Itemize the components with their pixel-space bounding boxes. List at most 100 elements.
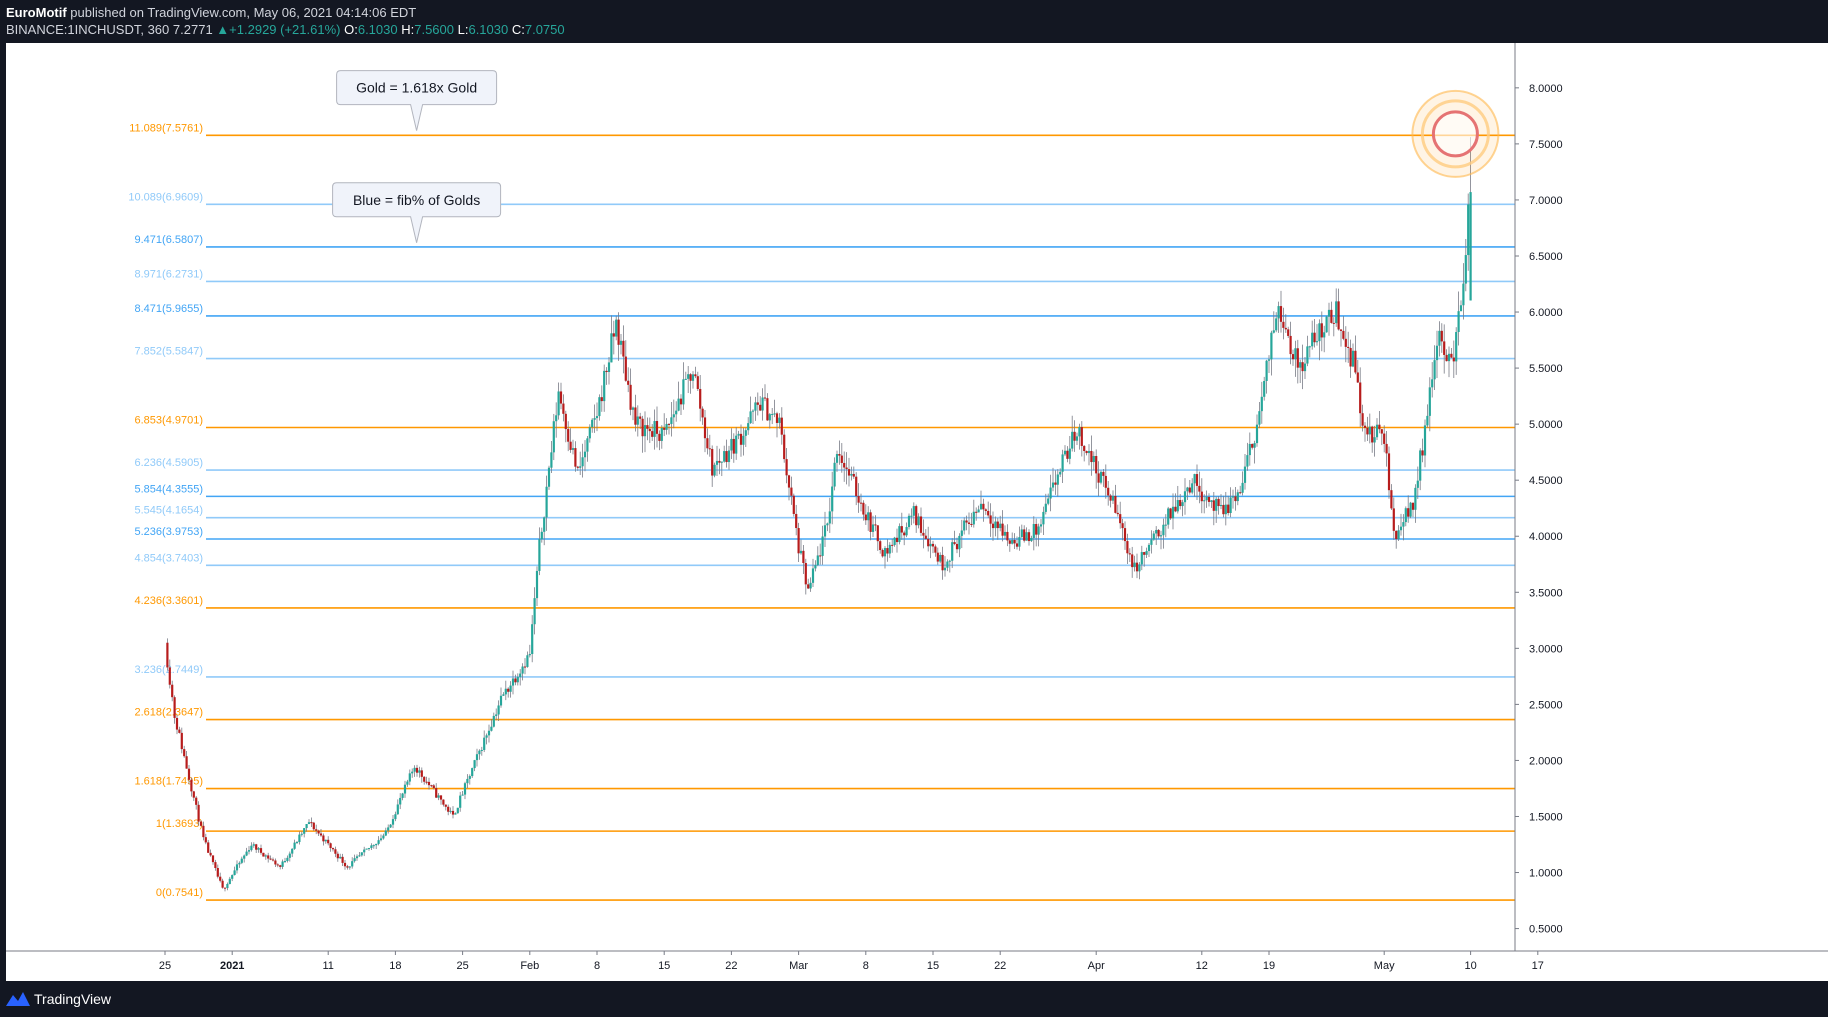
candle-body	[521, 666, 524, 674]
candle-body	[1181, 502, 1184, 507]
candle-body	[1147, 544, 1151, 552]
candle-body	[946, 561, 949, 568]
candle-body	[1275, 318, 1278, 331]
footer-brand[interactable]: TradingView	[34, 991, 112, 1007]
candle-body	[941, 554, 944, 571]
candle-body	[646, 425, 649, 429]
candle-body	[329, 843, 332, 849]
candle-body	[1318, 323, 1321, 342]
candle-body	[1344, 338, 1347, 347]
candle-body	[317, 830, 320, 834]
candle-body	[1224, 504, 1227, 515]
candle-body	[1347, 346, 1350, 348]
author-name[interactable]: EuroMotif	[6, 5, 67, 20]
candle-body	[432, 785, 435, 789]
candle-body	[204, 837, 207, 843]
candle-body	[401, 793, 404, 798]
candle-body	[1157, 529, 1160, 537]
candle-body	[910, 515, 913, 517]
candle-body	[1433, 360, 1436, 380]
candle-body	[574, 448, 577, 467]
candle-body	[1198, 485, 1201, 492]
candle-body	[497, 705, 500, 715]
candle-body	[1464, 255, 1467, 284]
candle-body	[1459, 305, 1463, 312]
candle-body	[475, 754, 479, 761]
time-tick-label: 12	[1196, 960, 1208, 972]
candle-body	[1217, 498, 1220, 507]
candle-body	[1102, 471, 1105, 476]
fib-label-7: 6.236(4.5905)	[135, 457, 204, 469]
candle-body	[247, 850, 251, 852]
candle-body	[835, 454, 839, 463]
footer-bar: TradingView	[0, 981, 1828, 1017]
candle-body	[516, 676, 519, 683]
candle-body	[775, 413, 779, 423]
candlestick-chart[interactable]: 11.089(7.5761) 10.089(6.9609) 9.471(6.5807…	[6, 43, 1828, 981]
candle-body	[233, 870, 236, 876]
candle-body	[699, 388, 702, 409]
candle-body	[951, 542, 954, 561]
tradingview-logo-icon[interactable]	[6, 992, 30, 1006]
candle-body	[1320, 323, 1323, 338]
candle-body	[706, 438, 709, 449]
candle-body	[819, 555, 822, 557]
highlight-marker	[1411, 89, 1500, 178]
candle-body	[977, 509, 980, 513]
candle-body	[1227, 504, 1230, 514]
low-label: L:	[457, 22, 469, 37]
candle-body	[730, 438, 733, 451]
candle-body	[1107, 487, 1110, 496]
candle-body	[610, 333, 613, 363]
candle-body	[1063, 450, 1067, 455]
candle-body	[607, 362, 611, 373]
candle-body	[965, 520, 968, 523]
candle-body	[684, 378, 687, 380]
candle-body	[425, 781, 428, 783]
callout-box-1[interactable]	[332, 182, 502, 243]
chart-area[interactable]: 11.089(7.5761) 10.089(6.9609) 9.471(6.5807…	[6, 43, 1828, 981]
candle-body	[1020, 529, 1023, 538]
candle-body	[533, 598, 536, 625]
candle-body	[744, 430, 747, 436]
candle-body	[334, 849, 337, 854]
candle-body	[514, 678, 517, 683]
price-tick-label: 1.0000	[1529, 868, 1563, 880]
candle-body	[319, 833, 323, 836]
candle-body	[358, 855, 361, 857]
time-tick-label: Mar	[789, 960, 808, 972]
candle-body	[437, 795, 440, 798]
candle-body	[519, 673, 522, 677]
fib-label-10: 5.236(3.9753)	[135, 526, 204, 538]
candle-body	[276, 864, 279, 866]
candle-body	[929, 543, 932, 547]
candle-body	[847, 469, 851, 476]
candle-body	[708, 448, 711, 450]
candle-body	[660, 427, 663, 441]
candle-body	[1289, 335, 1292, 355]
candle-body	[183, 749, 186, 757]
candle-body	[250, 845, 253, 851]
candle-body	[780, 417, 783, 435]
candle-body	[495, 714, 498, 716]
candle-body	[1397, 530, 1400, 540]
candle-body	[756, 402, 759, 405]
candle-body	[785, 459, 788, 476]
callout-box-0[interactable]	[336, 70, 498, 131]
candle-body	[228, 878, 231, 884]
candle-body	[199, 821, 203, 826]
candle-body	[375, 843, 378, 846]
candle-body	[639, 416, 642, 419]
fib-label-14: 2.618(2.3647)	[135, 707, 204, 719]
candle-body	[1387, 453, 1391, 491]
candle-body	[713, 464, 716, 476]
symbol-label[interactable]: BINANCE:1INCHUSDT, 360	[6, 22, 170, 37]
price-tick-label: 2.5000	[1529, 699, 1563, 711]
candle-body	[1282, 321, 1285, 328]
candle-body	[864, 514, 867, 521]
candle-body	[677, 398, 680, 411]
time-tick-label: 25	[456, 960, 468, 972]
candle-body	[1267, 359, 1271, 361]
candle-body	[1469, 192, 1472, 301]
candle-body	[1452, 357, 1455, 362]
